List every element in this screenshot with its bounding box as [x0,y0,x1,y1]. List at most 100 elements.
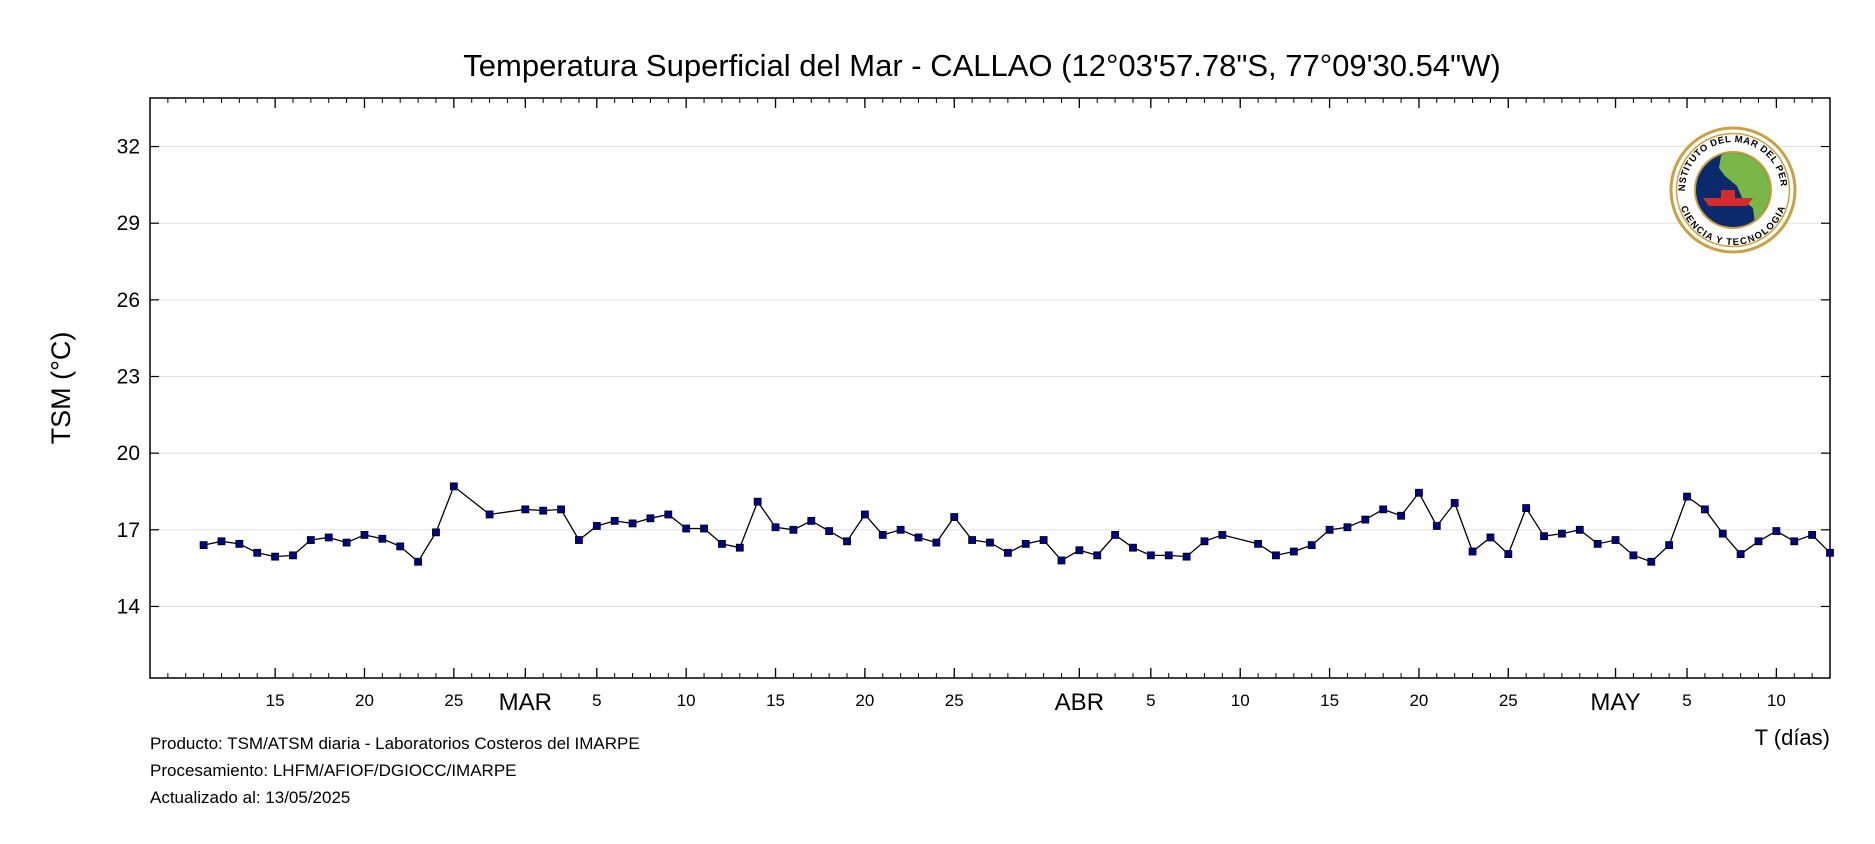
x-tick-label: 15 [1320,691,1339,710]
data-point [718,539,726,548]
footer-processing: Procesamiento: LHFM/AFIOF/DGIOCC/IMARPE [150,761,517,780]
y-tick-label: 32 [117,136,140,159]
data-point [324,533,333,542]
y-axis: 14 17 20 23 26 29 32 [117,136,1830,618]
y-tick-label: 23 [117,366,140,389]
grid-lines [150,146,1830,607]
data-point [1021,539,1030,548]
data-point [610,516,619,525]
x-tick-label: 10 [1767,691,1786,710]
data-point [1003,548,1012,557]
data-point [735,543,744,552]
data-point [271,552,280,561]
data-point [1611,536,1620,544]
x-tick-label: 10 [1231,691,1250,710]
x-tick-label: 5 [1146,691,1155,710]
data-point [1772,527,1781,535]
series-line [203,485,1831,563]
series-group [199,482,1834,566]
x-tick-label: 25 [1499,691,1518,710]
data-point [449,482,458,491]
data-point [1415,488,1423,497]
logo-ship [1703,190,1753,206]
y-tick-label: 20 [117,442,140,465]
data-point [1486,533,1495,542]
data-point [485,510,494,519]
data-point [217,537,226,546]
data-point [539,506,548,515]
x-tick-label: 15 [766,691,785,710]
data-point [1272,551,1280,560]
chart-title: Temperatura Superficial del Mar - CALLAO… [463,48,1500,83]
x-month-label: ABR [1055,689,1104,716]
data-point [789,525,798,534]
data-point [1289,547,1298,556]
data-point [289,551,297,560]
data-point [1736,550,1745,558]
data-point [1397,511,1405,520]
data-point [557,505,565,514]
data-point [950,513,959,521]
data-point [807,516,816,525]
data-point [771,523,780,532]
data-point [628,519,637,528]
data-point [1790,537,1799,546]
y-axis-label: TSM (°C) [46,332,76,445]
data-point [1754,537,1763,546]
data-point [378,534,387,543]
data-point [1325,525,1334,534]
imarpe-logo: INSTITUTO DEL MAR DEL PERU CIENCIA Y TEC… [1669,126,1797,254]
data-point [1718,529,1727,538]
x-tick-label: 15 [266,691,285,710]
data-point [1683,492,1691,501]
data-point [592,522,601,530]
data-point [396,542,405,551]
x-axis: 15 20 25 MAR 5 10 15 20 25 ABR 5 10 15 20 25 MAY 5 10 [149,98,1831,716]
x-tick-label: 25 [444,691,463,710]
data-point [1361,515,1370,524]
data-point [1039,536,1048,544]
data-point [253,548,262,557]
data-point [199,541,208,550]
x-tick-label: 20 [1409,691,1428,710]
data-point [342,538,351,547]
data-point [1218,531,1227,539]
data-point [878,531,887,539]
plot-frame [149,97,1831,679]
data-point [306,536,315,544]
data-point [968,536,977,544]
data-point [235,539,244,548]
data-point [896,525,905,534]
data-point [1540,532,1548,541]
data-point [1808,531,1817,539]
data-point [1504,550,1513,558]
x-month-label: MAR [499,689,552,716]
data-point [1093,551,1102,560]
y-tick-label: 29 [117,212,140,235]
data-point [932,538,941,547]
data-point [646,514,655,523]
data-point [1182,552,1191,561]
data-point [1558,529,1566,538]
data-point [825,527,834,535]
x-tick-label: 5 [592,691,601,710]
data-point [1129,543,1137,552]
footer-product: Producto: TSM/ATSM diaria - Laboratorios… [150,734,640,753]
data-point [1200,537,1209,546]
y-tick-label: 26 [117,289,140,312]
data-point [575,536,583,544]
data-point [1629,551,1638,560]
data-point [860,510,869,519]
x-month-label: MAY [1590,689,1640,716]
data-point [1593,539,1602,548]
x-axis-label: T (días) [1755,725,1830,750]
data-point [360,531,369,539]
data-point [1164,551,1173,560]
data-point [1146,551,1155,560]
data-point [1450,499,1459,507]
x-tick-label: 5 [1682,691,1691,710]
data-point [1343,523,1352,532]
footer-updated: Actualizado al: 13/05/2025 [150,788,351,807]
y-tick-label: 14 [117,595,141,618]
